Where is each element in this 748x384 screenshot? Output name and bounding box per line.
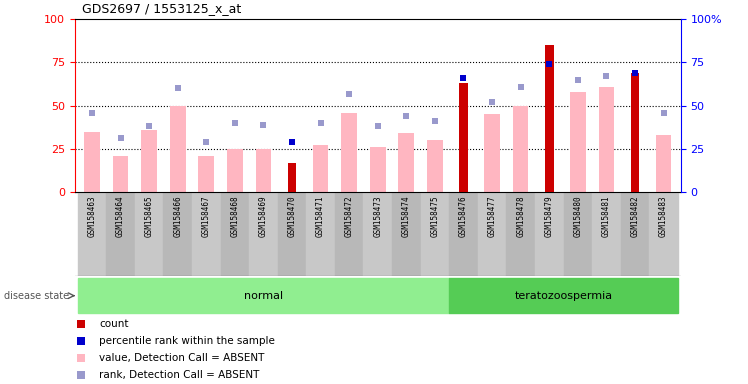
Bar (545, 45, 554, 192)
Bar (370, 147, 386, 192)
Bar (192, 192, 221, 276)
Bar (621, 192, 649, 276)
Text: GSM158474: GSM158474 (402, 195, 411, 237)
Bar (313, 146, 328, 192)
Bar (563, 192, 592, 276)
Text: rank, Detection Call = ABSENT: rank, Detection Call = ABSENT (99, 370, 260, 381)
Text: GSM158472: GSM158472 (345, 195, 354, 237)
Text: GSM158482: GSM158482 (631, 195, 640, 237)
Bar (106, 192, 135, 276)
Bar (598, 87, 614, 192)
Text: GSM158480: GSM158480 (573, 195, 582, 237)
Text: GSM158481: GSM158481 (602, 195, 611, 237)
Text: GSM158469: GSM158469 (259, 195, 268, 237)
Bar (341, 113, 357, 192)
Bar (420, 192, 450, 276)
Bar (484, 114, 500, 192)
Text: normal: normal (244, 291, 283, 301)
Text: GSM158478: GSM158478 (516, 195, 525, 237)
Bar (649, 192, 678, 276)
Bar (306, 192, 335, 276)
Text: GSM158467: GSM158467 (202, 195, 211, 237)
Bar (592, 192, 621, 276)
FancyBboxPatch shape (78, 278, 450, 313)
Bar (392, 192, 420, 276)
FancyBboxPatch shape (450, 278, 678, 313)
Bar (478, 192, 506, 276)
Bar (631, 73, 640, 192)
Bar (256, 149, 272, 192)
Text: GSM158464: GSM158464 (116, 195, 125, 237)
Bar (278, 192, 306, 276)
Bar (364, 192, 392, 276)
Text: GSM158476: GSM158476 (459, 195, 468, 237)
Bar (427, 140, 443, 192)
Bar (399, 133, 414, 192)
Text: count: count (99, 318, 129, 329)
Bar (221, 192, 249, 276)
Bar (535, 192, 563, 276)
Bar (570, 92, 586, 192)
Bar (198, 156, 214, 192)
Bar (506, 192, 535, 276)
Text: teratozoospermia: teratozoospermia (515, 291, 613, 301)
Text: GSM158465: GSM158465 (144, 195, 153, 237)
Text: GSM158479: GSM158479 (545, 195, 554, 237)
Text: GSM158475: GSM158475 (430, 195, 439, 237)
Text: GSM158477: GSM158477 (488, 195, 497, 237)
Text: GSM158470: GSM158470 (287, 195, 296, 237)
Bar (288, 163, 296, 192)
Bar (335, 192, 364, 276)
Bar (459, 83, 468, 192)
Text: GSM158466: GSM158466 (174, 195, 183, 237)
Bar (84, 131, 99, 192)
Text: GSM158468: GSM158468 (230, 195, 239, 237)
Text: disease state: disease state (4, 291, 69, 301)
Text: GSM158463: GSM158463 (88, 195, 96, 237)
Text: percentile rank within the sample: percentile rank within the sample (99, 336, 275, 346)
Text: GDS2697 / 1553125_x_at: GDS2697 / 1553125_x_at (82, 2, 242, 15)
Bar (227, 149, 242, 192)
Bar (78, 192, 106, 276)
Text: value, Detection Call = ABSENT: value, Detection Call = ABSENT (99, 353, 264, 363)
Bar (163, 192, 192, 276)
Bar (135, 192, 163, 276)
Bar (656, 135, 672, 192)
Bar (513, 106, 529, 192)
Text: GSM158471: GSM158471 (316, 195, 325, 237)
Bar (249, 192, 278, 276)
Text: GSM158483: GSM158483 (659, 195, 668, 237)
Bar (113, 156, 129, 192)
Bar (450, 192, 478, 276)
Bar (170, 106, 186, 192)
Bar (141, 130, 157, 192)
Text: GSM158473: GSM158473 (373, 195, 382, 237)
